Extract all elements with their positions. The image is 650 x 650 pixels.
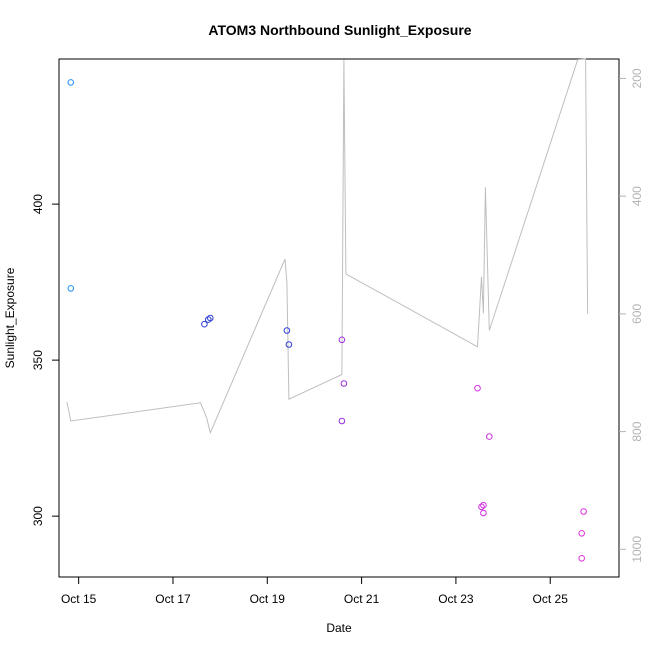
data-point-2 (201, 320, 208, 328)
x-tick-label-1: Oct 17 (155, 592, 191, 606)
x-tick-label-4: Oct 23 (438, 592, 474, 606)
data-point-10 (474, 384, 481, 392)
data-point-14 (480, 509, 487, 517)
y2-tick-label-0: 200 (630, 68, 644, 88)
x-axis: Oct 15 Oct 17 Oct 19 Oct 21 Oct 23 Oct 25 (61, 577, 568, 606)
data-point-6 (285, 341, 293, 348)
scatter-points (67, 79, 587, 562)
data-point-17 (578, 555, 586, 562)
exposure-line (66, 58, 589, 435)
x-tick-label-5: Oct 25 (533, 592, 569, 606)
data-point-15 (580, 508, 587, 515)
data-point-5 (283, 327, 291, 334)
y-axis: 300 350 400 (31, 194, 59, 526)
data-point-9 (338, 417, 346, 425)
x-tick-label-0: Oct 15 (61, 592, 97, 606)
data-point-4 (207, 314, 214, 322)
x-tick-label-3: Oct 21 (344, 592, 380, 606)
data-point-3 (205, 316, 212, 323)
y-tick-label-0: 300 (31, 506, 45, 526)
y2-tick-label-4: 1000 (630, 536, 644, 563)
y-tick-label-1: 350 (31, 350, 45, 370)
x-tick-label-2: Oct 19 (250, 592, 286, 606)
chart-title: ATOM3 Northbound Sunlight_Exposure (208, 22, 471, 38)
y-tick-label-2: 400 (31, 194, 45, 214)
data-point-8 (340, 380, 348, 387)
y2-tick-label-3: 800 (630, 421, 644, 441)
data-point-7 (338, 336, 346, 344)
y2-axis: 200 400 600 800 1000 (619, 68, 644, 563)
data-point-12 (478, 503, 485, 511)
data-point-11 (486, 433, 493, 440)
exposure-line-path (66, 58, 589, 435)
plot-frame (58, 58, 620, 578)
data-point-0 (67, 79, 75, 86)
data-point-1 (67, 285, 75, 292)
y2-tick-label-1: 400 (630, 186, 644, 206)
data-point-13 (480, 501, 487, 509)
plot-box (58, 58, 620, 578)
y2-tick-label-2: 600 (630, 304, 644, 324)
y-axis-label: Sunlight_Exposure (3, 267, 17, 368)
x-axis-label: Date (326, 621, 352, 635)
data-point-16 (578, 530, 586, 537)
